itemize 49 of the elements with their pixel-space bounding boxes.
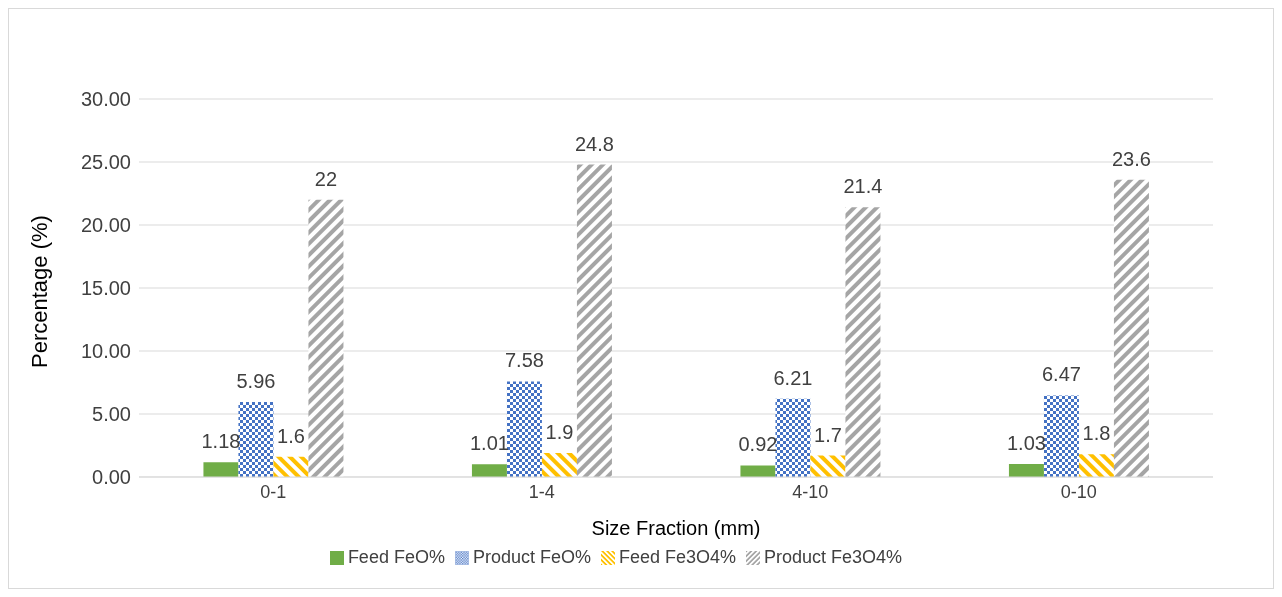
bar [506,381,542,477]
y-tick-label: 10.00 [80,340,131,363]
x-tick-label: 1-4 [528,481,555,502]
bar [845,207,881,477]
y-tick-label: 0.00 [92,466,131,489]
bar [1043,395,1079,477]
data-label: 1.8 [1082,422,1111,445]
x-axis-title: Size Fraction (mm) [591,517,761,539]
x-tick-label: 0-10 [1060,481,1097,502]
y-tick-label: 5.00 [92,403,131,426]
bar [1113,179,1149,477]
data-label: 1.03 [1006,432,1046,455]
bar [203,462,239,477]
data-label: 1.9 [545,421,574,444]
y-tick-label: 15.00 [80,277,131,300]
data-label: 0.92 [738,433,778,456]
bar [308,199,344,477]
legend-label: Product Fe3O4% [764,547,903,567]
bar [1078,454,1114,477]
data-label: 22 [314,167,338,190]
y-tick-label: 20.00 [80,214,131,237]
bar [576,164,612,477]
legend-label: Feed Fe3O4% [618,547,737,567]
data-label: 21.4 [843,175,883,198]
data-label: 6.21 [773,366,813,389]
x-tick-label: 0-1 [260,481,287,502]
data-label: 24.8 [574,132,614,155]
data-label: 1.7 [814,423,842,446]
bar [775,398,811,477]
y-tick-label: 25.00 [80,151,131,174]
bar [1008,464,1044,477]
data-label: 7.58 [504,349,544,372]
bar [238,401,274,477]
bar [810,455,846,477]
legend-label: Feed FeO% [347,547,445,567]
data-label: 1.01 [469,432,509,455]
bar [273,456,309,477]
bar [471,464,507,477]
data-label: 23.6 [1111,147,1151,170]
data-label: 5.96 [236,369,276,392]
x-tick-label: 4-10 [792,481,829,502]
bar [740,465,776,477]
data-label: 6.47 [1041,363,1081,386]
data-label: 1.18 [201,430,241,453]
bar [541,453,577,477]
y-axis-title: Percentage (%) [26,215,52,368]
y-tick-label: 30.00 [80,88,131,111]
legend-label: Product FeO% [472,547,591,567]
data-label: 1.6 [277,424,305,447]
